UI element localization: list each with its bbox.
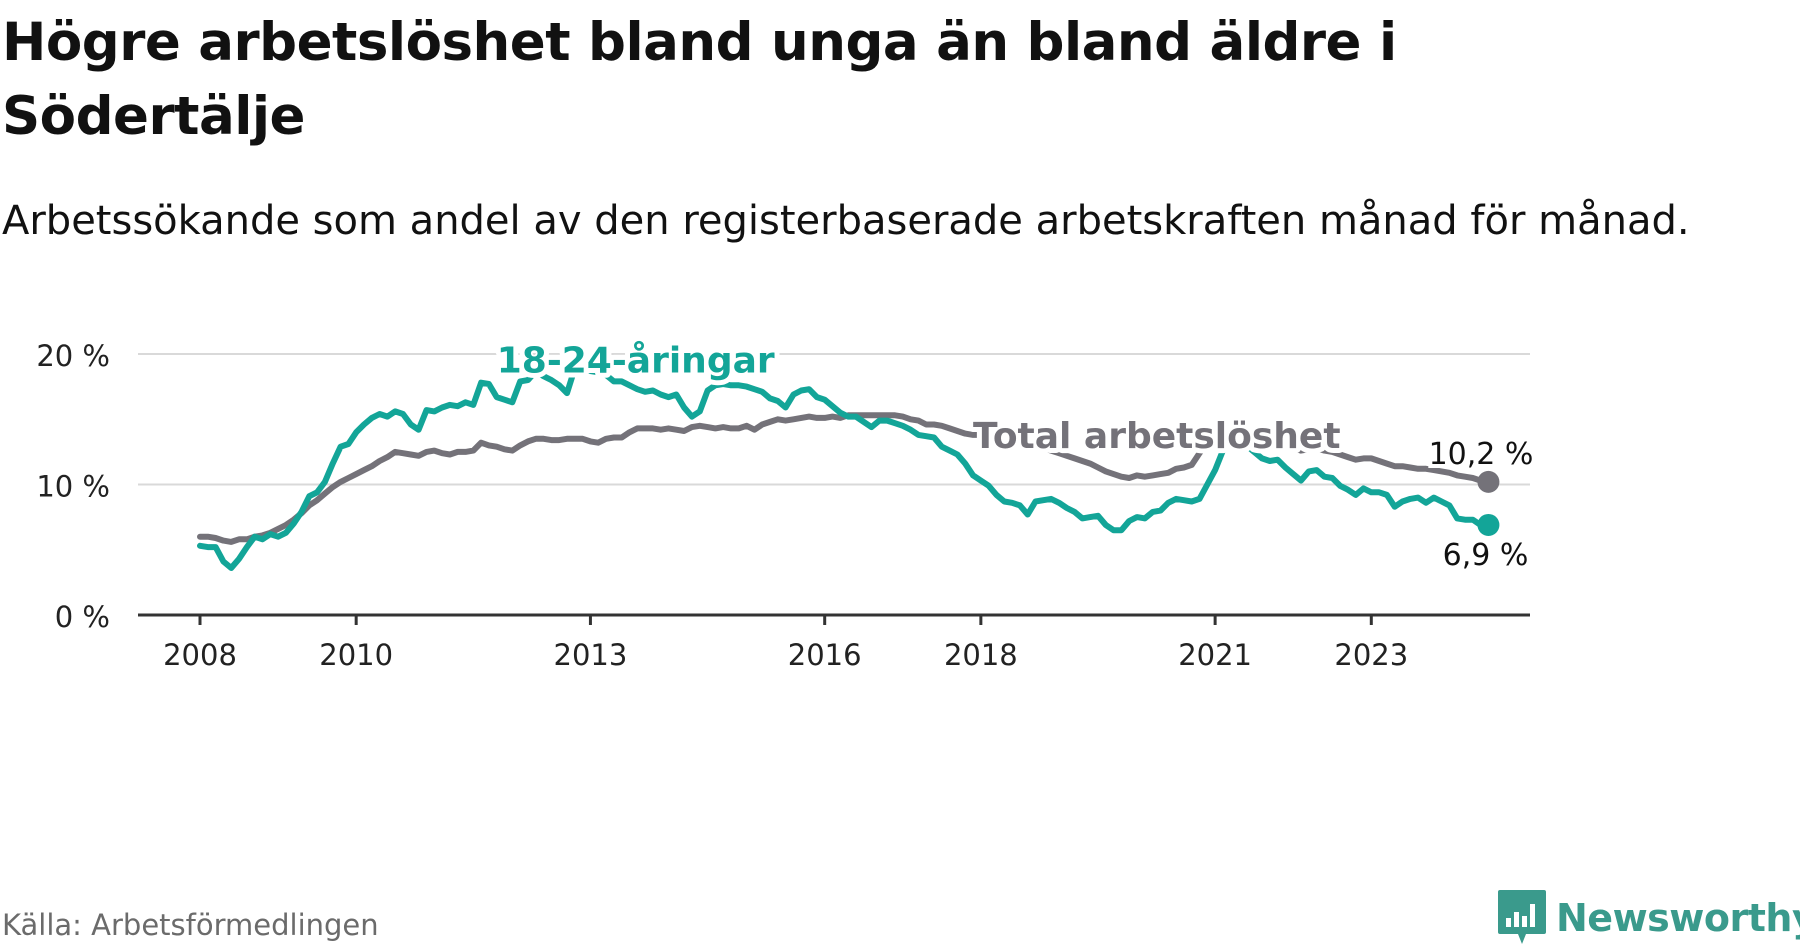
series-labels: 18-24-åringar Total arbetslöshet 10,2 % 6,9… [492, 335, 1538, 577]
x-tick-label: 2010 [319, 638, 393, 672]
end-point-young [1477, 513, 1500, 536]
newsworthy-logo-icon [1498, 890, 1546, 944]
line-chart: 0 % 10 % 20 % 2008 2010 2013 2016 2018 2021 2023… [36, 335, 1538, 672]
y-tick-label: 20 % [36, 339, 110, 373]
y-tick-labels: 0 % 10 % 20 % [36, 339, 110, 634]
y-tick-label: 10 % [36, 470, 110, 504]
chart-subtitle: Arbetssökande som andel av den registerb… [2, 198, 1690, 244]
x-tick-label: 2016 [788, 638, 862, 672]
x-tick-label: 2018 [944, 638, 1018, 672]
end-label-total: 10,2 % [1429, 437, 1534, 472]
series-line-young [197, 361, 1492, 571]
x-axis: 2008 2010 2013 2016 2018 2021 2023 [138, 613, 1530, 672]
brand-name: Newsworthy [1556, 896, 1800, 940]
series-lines [197, 361, 1500, 571]
x-tick-label: 2013 [554, 638, 628, 672]
series-label-total: Total arbetslöshet [973, 416, 1341, 457]
end-label-young: 6,9 % [1443, 538, 1529, 573]
chart-title: Högre arbetslöshet bland unga än bland ä… [2, 12, 1397, 147]
gridlines [138, 353, 1530, 486]
x-tick-label: 2021 [1178, 638, 1252, 672]
series-label-young: 18-24-åringar [497, 340, 775, 381]
brand-logo: Newsworthy [1496, 888, 1800, 948]
end-point-total [1477, 470, 1500, 493]
x-tick-label: 2008 [163, 638, 237, 672]
y-tick-label: 0 % [55, 600, 110, 634]
x-tick-label: 2023 [1334, 638, 1408, 672]
source-note: Källa: Arbetsförmedlingen [2, 908, 379, 942]
